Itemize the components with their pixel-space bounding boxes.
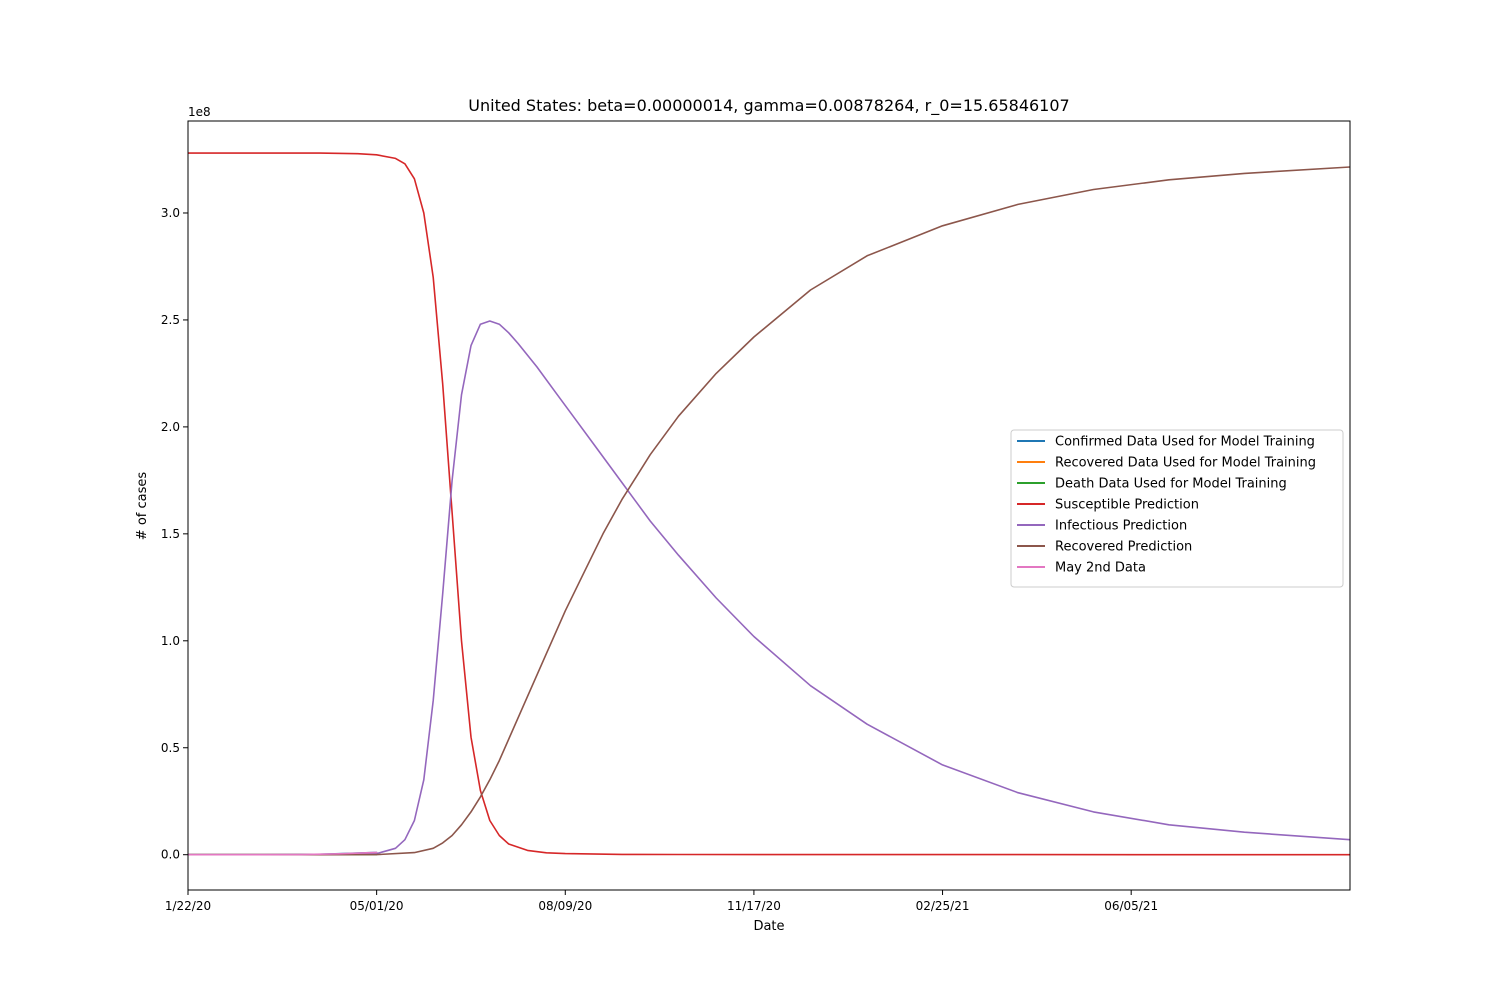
legend: Confirmed Data Used for Model Training Re… xyxy=(1010,429,1344,588)
legend-label: Confirmed Data Used for Model Training xyxy=(1055,435,1315,450)
x-axis-label: Date xyxy=(753,919,784,934)
series-line-3 xyxy=(188,152,1350,856)
y-tick-label: 0.5 xyxy=(161,741,180,755)
x-tick-label: 02/25/21 xyxy=(916,899,970,913)
x-tick-label: 1/22/20 xyxy=(165,899,211,913)
y-tick-label: 2.5 xyxy=(161,313,180,327)
legend-label: May 2nd Data xyxy=(1055,561,1146,576)
series-line-6 xyxy=(188,851,378,856)
y-tick-label: 1.5 xyxy=(161,527,180,541)
y-tick-label: 2.0 xyxy=(161,420,180,434)
x-tick-label: 11/17/20 xyxy=(727,899,781,913)
y-tick-label: 1.0 xyxy=(161,634,180,648)
series-line-4 xyxy=(188,320,1350,856)
legend-label: Recovered Data Used for Model Training xyxy=(1055,456,1316,471)
plot-lines xyxy=(188,152,1350,856)
legend-label: Susceptible Prediction xyxy=(1055,498,1199,513)
x-axis: 1/22/20 05/01/20 08/09/20 11/17/20 02/25/21 0… xyxy=(165,890,1158,913)
x-tick-label: 08/09/20 xyxy=(538,899,592,913)
y-axis: 0.0 0.5 1.0 1.5 2.0 2.5 3.0 xyxy=(161,206,188,862)
legend-label: Infectious Prediction xyxy=(1055,519,1187,534)
chart-title: United States: beta=0.00000014, gamma=0.… xyxy=(468,96,1069,116)
legend-label: Death Data Used for Model Training xyxy=(1055,477,1287,492)
y-tick-label: 0.0 xyxy=(161,848,180,862)
y-axis-offset-label: 1e8 xyxy=(188,105,211,119)
x-tick-label: 06/05/21 xyxy=(1104,899,1158,913)
plot-frame xyxy=(187,120,1351,891)
legend-label: Recovered Prediction xyxy=(1055,540,1192,555)
y-axis-label: # of cases xyxy=(135,472,150,541)
x-tick-label: 05/01/20 xyxy=(350,899,404,913)
series-line-5 xyxy=(188,166,1350,856)
y-tick-label: 3.0 xyxy=(161,206,180,220)
legend-box xyxy=(1010,429,1344,588)
